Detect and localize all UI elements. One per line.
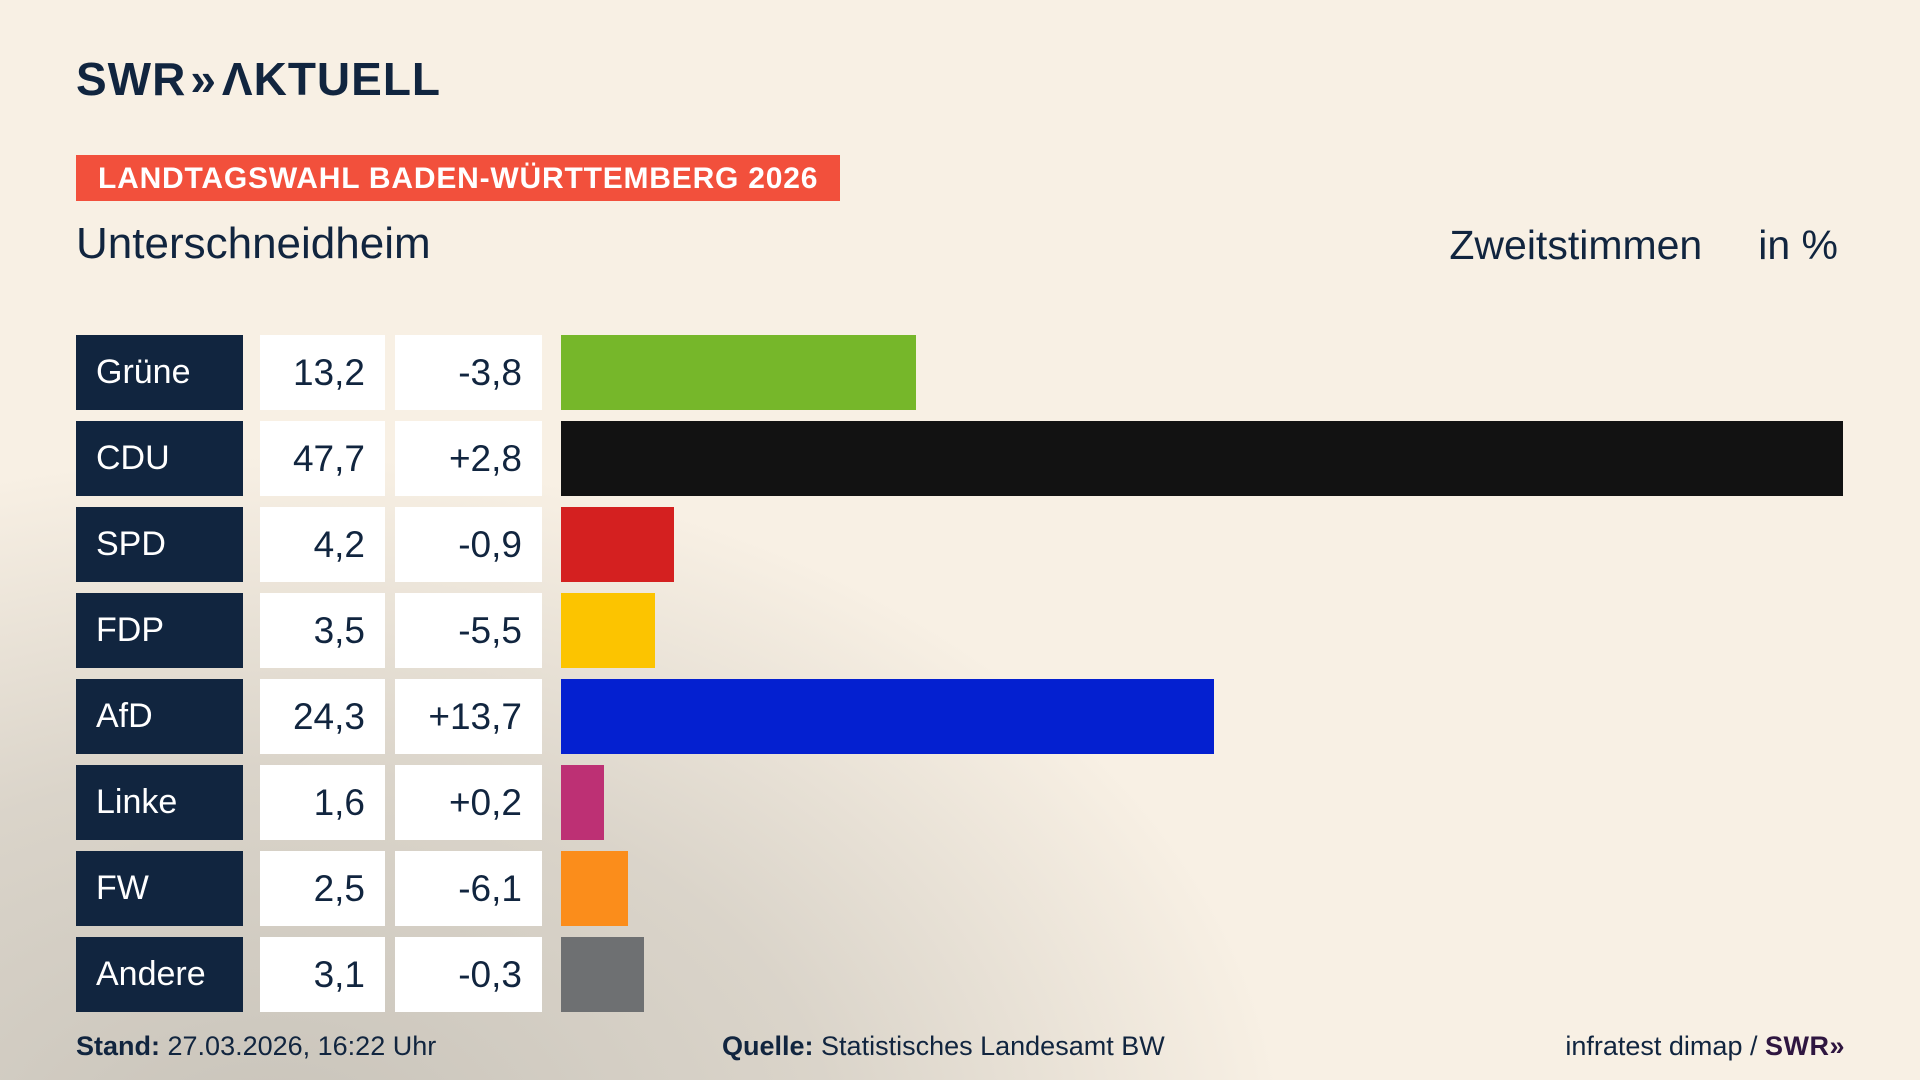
bar-track [561,679,1920,754]
result-bar [561,937,644,1012]
change-value: -0,9 [395,507,542,582]
stand-label: Stand: [76,1031,160,1061]
bar-track [561,507,1920,582]
source-note: Quelle: Statistisches Landesamt BW [722,1031,1165,1062]
result-row: FW 2,5 -6,1 [0,851,1920,926]
result-bar [561,679,1214,754]
percent-value: 13,2 [260,335,385,410]
percent-value: 3,5 [260,593,385,668]
change-value: -6,1 [395,851,542,926]
change-value: +0,2 [395,765,542,840]
result-row: FDP 3,5 -5,5 [0,593,1920,668]
change-value: +13,7 [395,679,542,754]
logo-aktuell-text: ΛKTUELL [221,53,442,105]
party-label: Andere [76,937,243,1012]
percent-value: 3,1 [260,937,385,1012]
party-label: AfD [76,679,243,754]
swr-brand-logo: SWR» [1764,1031,1845,1061]
swr-aktuell-logo: SWR» ΛKTUELL [76,52,441,106]
municipality-title: Unterschneidheim [76,219,431,268]
result-bar [561,507,674,582]
change-value: -0,3 [395,937,542,1012]
stand-value: 27.03.2026, 16:22 Uhr [167,1031,437,1061]
party-label: CDU [76,421,243,496]
bar-track [561,335,1920,410]
unit-label: in % [1758,222,1838,268]
party-label: Linke [76,765,243,840]
election-banner: LANDTAGSWAHL BADEN-WÜRTTEMBERG 2026 [76,155,841,201]
percent-value: 24,3 [260,679,385,754]
party-label: Grüne [76,335,243,410]
result-row: SPD 4,2 -0,9 [0,507,1920,582]
measure-title: Zweitstimmen in % [1449,222,1838,269]
bar-track [561,851,1920,926]
result-row: CDU 47,7 +2,8 [0,421,1920,496]
result-bar [561,765,604,840]
change-value: -5,5 [395,593,542,668]
result-bar [561,335,916,410]
change-value: +2,8 [395,421,542,496]
stand-timestamp: Stand: 27.03.2026, 16:22 Uhr [76,1031,436,1062]
percent-value: 47,7 [260,421,385,496]
change-value: -3,8 [395,335,542,410]
percent-value: 1,6 [260,765,385,840]
chevrons-icon: » [190,53,216,105]
percent-value: 2,5 [260,851,385,926]
result-bar [561,593,655,668]
result-row: Andere 3,1 -0,3 [0,937,1920,1012]
result-row: Linke 1,6 +0,2 [0,765,1920,840]
percent-value: 4,2 [260,507,385,582]
party-label: FW [76,851,243,926]
party-label: FDP [76,593,243,668]
result-bar [561,851,628,926]
result-bar [561,421,1843,496]
result-row: Grüne 13,2 -3,8 [0,335,1920,410]
party-label: SPD [76,507,243,582]
source-value: Statistisches Landesamt BW [821,1031,1165,1061]
logo-swr-text: SWR [76,53,187,105]
bar-track [561,593,1920,668]
results-chart: Grüne 13,2 -3,8 CDU 47,7 +2,8 SPD 4,2 -0… [0,335,1920,1013]
bar-track [561,421,1920,496]
credit-text: infratest dimap / [1565,1031,1758,1061]
source-label: Quelle: [722,1031,814,1061]
credit-note: infratest dimap / SWR» [1565,1031,1845,1062]
bar-track [561,765,1920,840]
bar-track [561,937,1920,1012]
measure-label: Zweitstimmen [1449,222,1703,268]
result-row: AfD 24,3 +13,7 [0,679,1920,754]
